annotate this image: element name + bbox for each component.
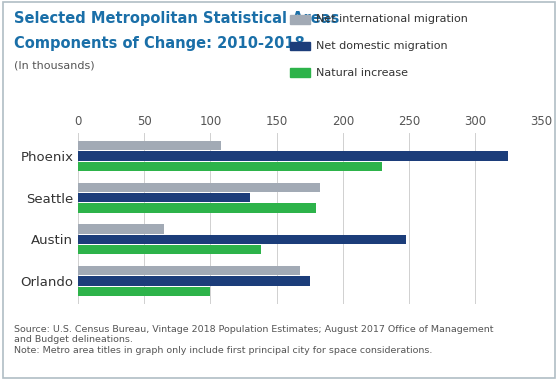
Text: Net domestic migration: Net domestic migration [316, 41, 448, 51]
Bar [78, 287, 210, 296]
Bar [78, 183, 320, 192]
Bar [78, 193, 250, 202]
Text: Components of Change: 2010-2018: Components of Change: 2010-2018 [14, 36, 305, 51]
Bar [78, 245, 261, 254]
Text: Source: U.S. Census Bureau, Vintage 2018 Population Estimates; August 2017 Offic: Source: U.S. Census Bureau, Vintage 2018… [14, 325, 493, 355]
Text: Natural increase: Natural increase [316, 68, 408, 78]
Text: Selected Metropolitan Statistical Areas: Selected Metropolitan Statistical Areas [14, 11, 339, 26]
Bar [78, 162, 382, 171]
Bar [78, 235, 406, 244]
Bar [78, 277, 310, 286]
Bar [78, 151, 508, 160]
Text: Net international migration: Net international migration [316, 14, 468, 24]
Bar [78, 266, 300, 275]
Text: (In thousands): (In thousands) [14, 61, 94, 71]
Bar [78, 141, 221, 150]
Bar [78, 203, 316, 213]
Bar [78, 224, 164, 234]
